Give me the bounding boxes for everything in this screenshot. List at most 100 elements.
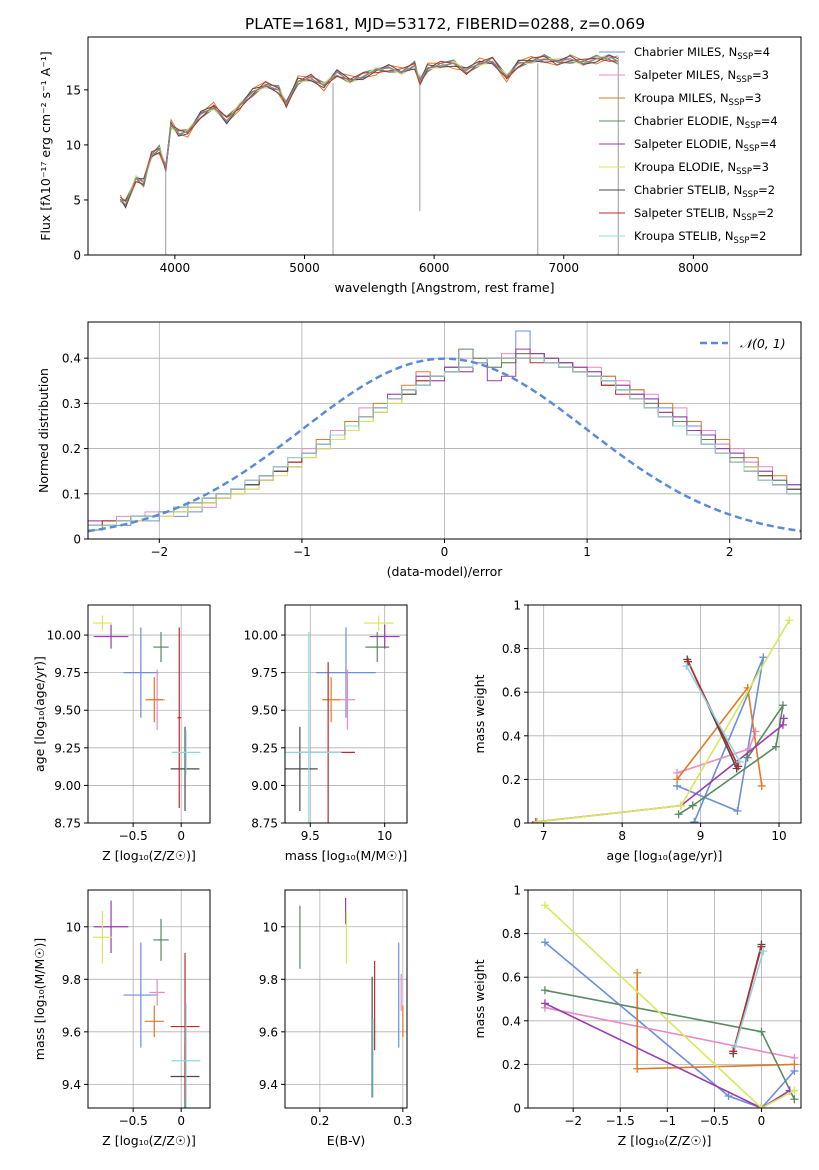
- mass-weight-line: [676, 656, 765, 823]
- plot-area: [540, 901, 799, 1108]
- mass-weight-marker: [673, 775, 682, 784]
- x-tick-label: 0.2: [310, 1114, 329, 1128]
- mass-weight-marker: [759, 947, 768, 956]
- x-tick-label: 7: [540, 829, 548, 843]
- y-tick-label: 15: [66, 83, 81, 97]
- mass-weight-marker: [757, 781, 766, 790]
- y-tick-label: 0: [513, 817, 521, 831]
- y-tick-label: 9.00: [251, 779, 278, 793]
- x-axis-label: (data-model)/error: [387, 564, 504, 579]
- y-tick-label: 0: [513, 1102, 521, 1116]
- mass-weight-marker: [690, 817, 699, 823]
- x-tick-label: −0.5: [700, 1114, 729, 1128]
- gaussian-reference-line: [88, 357, 801, 533]
- x-tick-label: 0: [441, 545, 449, 559]
- y-tick-label: 10: [66, 920, 81, 934]
- mass-weight-marker: [785, 616, 794, 625]
- x-tick-label: 10: [377, 829, 392, 843]
- y-axis-label: mass [log₁₀(M/M☉)]: [32, 938, 47, 1060]
- mass-weight-marker: [540, 999, 549, 1008]
- mass-weight-marker: [734, 762, 743, 771]
- axes-frame: [527, 604, 802, 824]
- y-tick-label: 1: [513, 884, 521, 898]
- x-tick-label: 7000: [548, 261, 579, 275]
- y-tick-label: 1: [513, 599, 521, 613]
- model-spectrum-line: [119, 54, 619, 209]
- y-tick-label: 0.4: [62, 352, 81, 366]
- y-tick-label: 9.25: [251, 741, 278, 755]
- x-tick-label: −1: [293, 545, 311, 559]
- mass-weight-marker: [757, 1027, 766, 1036]
- spectrum-legend: Chabrier MILES, NSSP=4 Salpeter MILES, NS…: [599, 45, 778, 246]
- y-tick-label: 10: [66, 138, 81, 152]
- mass-weight-marker: [676, 801, 685, 810]
- y-tick-label: 10: [263, 920, 278, 934]
- y-axis-label: age [log₁₀(age/yr)]: [32, 656, 47, 772]
- x-tick-label: −1.5: [606, 1114, 635, 1128]
- mass-weight-line: [685, 665, 741, 763]
- mass-weight-marker: [540, 938, 549, 947]
- mass-weight-marker: [684, 657, 693, 666]
- mass-weight-marker: [733, 807, 742, 816]
- mass-weight-marker: [633, 968, 642, 977]
- mass-weight-marker: [757, 1104, 766, 1108]
- y-tick-label: 10.00: [244, 629, 278, 643]
- legend-entry: Salpeter MILES, NSSP=3: [634, 68, 769, 85]
- y-tick-label: 0.1: [62, 487, 81, 501]
- axes-frame: [87, 604, 211, 824]
- x-tick-label: 1: [583, 545, 591, 559]
- x-axis-label: E(B-V): [327, 1133, 366, 1148]
- mass-weight-line: [734, 950, 765, 1048]
- y-tick-label: 0.6: [502, 971, 521, 985]
- age-vs-mass-panel: 9.5 10 8.75 9.00 9.25 9.50 9.75 10.00 mass [log₁…: [244, 604, 408, 863]
- axes-frame: [284, 889, 408, 1109]
- y-tick-label: 9.25: [54, 741, 81, 755]
- mass-weight-marker: [633, 1064, 642, 1073]
- axes-frame: [87, 889, 211, 1109]
- mass-weight-marker: [751, 727, 760, 736]
- mass-weight-marker: [724, 1092, 733, 1101]
- y-tick-label: 0: [73, 249, 81, 263]
- y-tick-label: 9.8: [62, 973, 81, 987]
- y-tick-label: 0: [73, 533, 81, 547]
- legend-entry: Kroupa MILES, NSSP=3: [634, 91, 761, 108]
- legend-entry: Salpeter ELODIE, NSSP=4: [634, 137, 777, 154]
- mass-weight-marker: [731, 1042, 740, 1051]
- mass-weight-marker: [778, 720, 787, 729]
- mass-weight-marker: [771, 742, 780, 751]
- y-tick-label: 9.50: [251, 704, 278, 718]
- x-axis-label: wavelength [Angstrom, rest frame]: [334, 280, 554, 295]
- y-tick-label: 0.2: [502, 1058, 521, 1072]
- legend-entry: 𝒩(0, 1): [740, 336, 786, 351]
- y-tick-label: 0.4: [502, 729, 521, 743]
- y-tick-label: 5: [73, 193, 81, 207]
- y-axis-label: mass weight: [472, 959, 487, 1038]
- legend-entry: Kroupa ELODIE, NSSP=3: [634, 160, 769, 177]
- x-tick-label: −2: [150, 545, 168, 559]
- y-tick-label: 9.4: [259, 1078, 278, 1092]
- mass-weight-marker: [790, 1095, 799, 1104]
- y-tick-label: 0.8: [502, 642, 521, 656]
- plot-area: [92, 615, 201, 811]
- mass-weight-marker: [790, 1086, 799, 1095]
- mass-weight-marker: [743, 753, 752, 762]
- legend-entry: Salpeter STELIB, NSSP=2: [634, 206, 774, 223]
- residuals-legend: 𝒩(0, 1): [700, 336, 786, 351]
- y-tick-label: 9.4: [62, 1078, 81, 1092]
- x-tick-label: −1: [658, 1114, 676, 1128]
- y-tick-label: 0.2: [62, 442, 81, 456]
- plot-area: [88, 330, 801, 533]
- plot-area: [119, 54, 619, 255]
- model-spectrum-line: [120, 55, 619, 203]
- x-tick-label: 0: [177, 829, 185, 843]
- x-tick-label: 8000: [678, 261, 709, 275]
- weight-vs-metallicity-panel: −2 −1.5 −1 −0.5 0 0 0.2 0.4 0.6 0.8 1 Z [log₁₀(Z/Z☉…: [472, 884, 802, 1148]
- axes-frame: [87, 36, 802, 256]
- x-tick-label: 5000: [289, 261, 320, 275]
- y-tick-label: 9.00: [54, 779, 81, 793]
- mass-weight-marker: [759, 653, 768, 662]
- plot-area: [299, 897, 404, 1098]
- y-tick-label: 8.75: [54, 817, 81, 831]
